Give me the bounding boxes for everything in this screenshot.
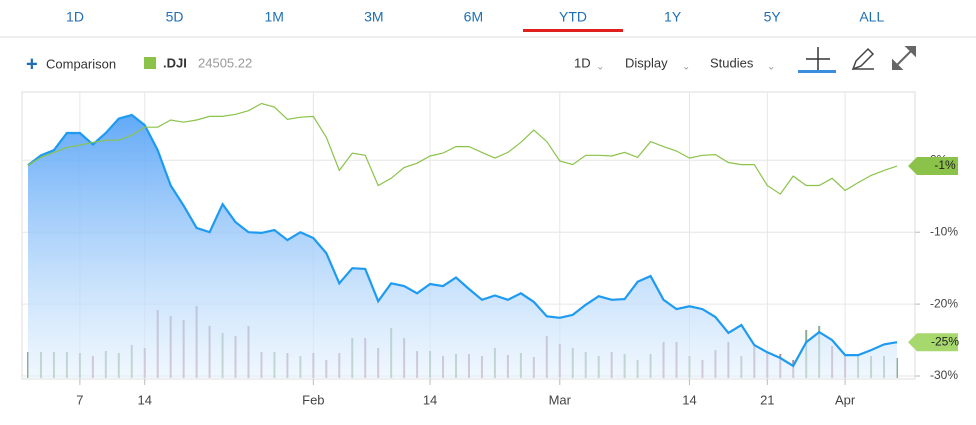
y-tick-label: -20% xyxy=(930,296,958,310)
dji-quote: 24505.22 xyxy=(198,55,252,70)
fullscreen-tool[interactable] xyxy=(892,46,916,70)
caret: ⌄ xyxy=(767,62,775,73)
x-tick-label: 14 xyxy=(423,392,437,407)
y-tick-label: -30% xyxy=(930,368,958,382)
studies-dropdown[interactable]: Studies xyxy=(710,55,754,70)
range-tab[interactable]: 3M xyxy=(364,9,383,25)
series-line xyxy=(27,113,898,368)
dji-legend-swatch xyxy=(144,57,156,69)
display-dropdown[interactable]: Display xyxy=(625,55,668,70)
x-tick-label: 21 xyxy=(760,392,774,407)
x-tick-label: 14 xyxy=(137,392,151,407)
series-area xyxy=(28,115,897,378)
x-tick-label: Apr xyxy=(835,392,856,407)
last-value-tag xyxy=(908,333,958,352)
x-tick-label: Feb xyxy=(302,392,324,407)
last-value-tag xyxy=(908,157,958,176)
last-value-label: -25% xyxy=(931,334,959,348)
last-value-label: -1% xyxy=(934,158,956,172)
range-tab[interactable]: 5Y xyxy=(764,9,782,25)
y-tick-label: -10% xyxy=(930,224,958,238)
x-tick-label: 14 xyxy=(682,392,696,407)
comparison-button[interactable]: Comparison xyxy=(46,56,116,71)
lines xyxy=(27,102,898,378)
active-tab-underline xyxy=(523,29,623,32)
interval-dropdown[interactable]: 1D xyxy=(574,55,591,70)
draw-tool[interactable] xyxy=(851,47,875,71)
range-tabs: 1D 5D 1M 3M 6M YTD 1Y 5Y ALL xyxy=(66,9,884,32)
range-tab[interactable]: 1M xyxy=(264,9,283,25)
range-tab[interactable]: 6M xyxy=(464,9,483,25)
range-tab[interactable]: ALL xyxy=(859,9,884,25)
range-tab[interactable]: 5D xyxy=(166,9,184,25)
plus-icon[interactable]: + xyxy=(26,53,38,75)
crosshair-tool[interactable] xyxy=(798,47,836,73)
plot-frame xyxy=(21,91,916,380)
range-tab[interactable]: 1Y xyxy=(664,9,682,25)
caret: ⌄ xyxy=(596,62,604,73)
caret: ⌄ xyxy=(682,62,690,73)
range-tab[interactable]: 1D xyxy=(66,9,84,25)
series-line xyxy=(27,102,898,195)
dji-legend-label: .DJI xyxy=(163,55,187,70)
range-tab[interactable]: YTD xyxy=(559,9,587,25)
x-tick-label: Mar xyxy=(549,392,572,407)
x-tick-label: 7 xyxy=(76,392,83,407)
